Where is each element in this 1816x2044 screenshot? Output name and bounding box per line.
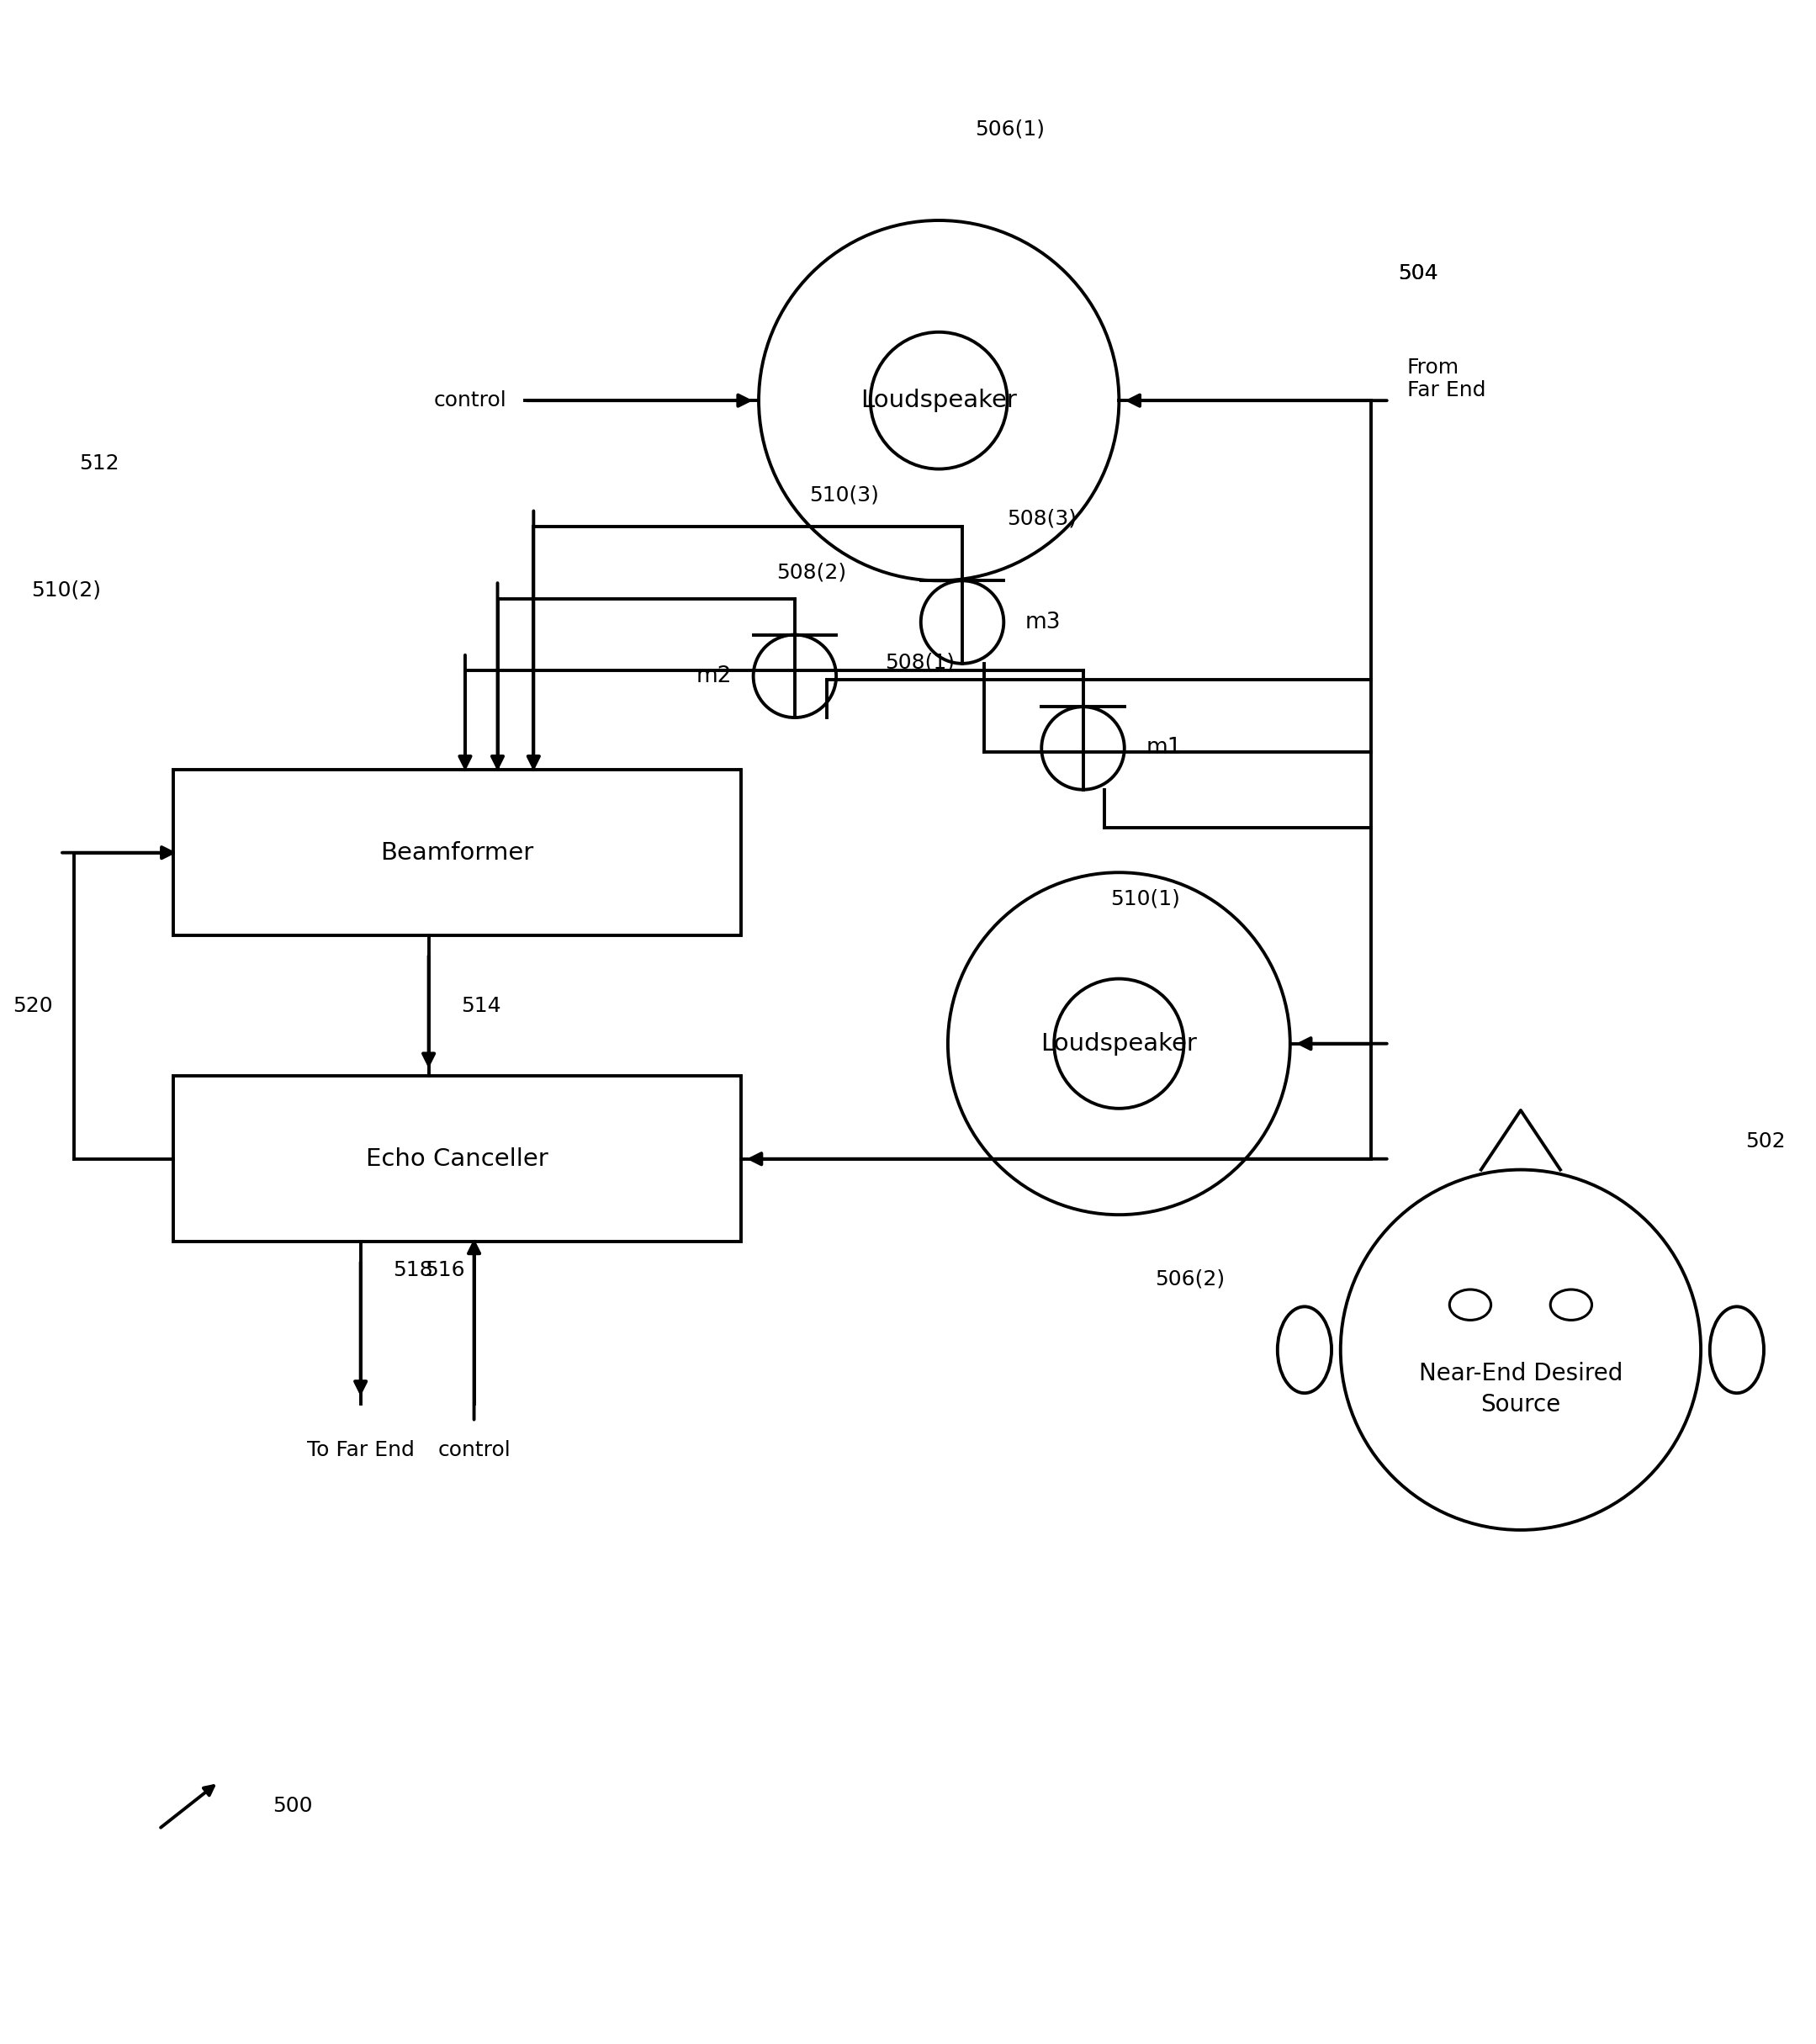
Text: 514: 514 — [461, 995, 501, 1016]
Text: Echo Canceller: Echo Canceller — [365, 1147, 548, 1171]
Text: Loudspeaker: Loudspeaker — [861, 388, 1017, 413]
Text: 504: 504 — [1398, 264, 1438, 284]
Bar — [173, 1075, 741, 1243]
Bar — [173, 771, 741, 936]
Text: Beamformer: Beamformer — [380, 840, 534, 865]
Text: To Far End: To Far End — [307, 1439, 414, 1459]
Text: m3: m3 — [1026, 611, 1061, 634]
Text: 510(1): 510(1) — [1110, 889, 1180, 910]
Text: Loudspeaker: Loudspeaker — [1041, 1032, 1197, 1055]
Text: 510(2): 510(2) — [31, 580, 102, 599]
Text: 508(1): 508(1) — [884, 652, 955, 672]
Text: m1: m1 — [1146, 738, 1182, 758]
Text: 512: 512 — [80, 454, 120, 474]
Text: Near-End Desired
Source: Near-End Desired Source — [1418, 1361, 1624, 1416]
Text: 508(3): 508(3) — [1008, 509, 1077, 529]
Text: 518: 518 — [392, 1259, 432, 1280]
Text: 504: 504 — [1398, 264, 1438, 284]
Text: 506(1): 506(1) — [975, 119, 1044, 139]
Text: control: control — [434, 390, 507, 411]
Text: 506(2): 506(2) — [1155, 1269, 1226, 1290]
Text: 508(2): 508(2) — [777, 562, 846, 583]
Text: From
Far End: From Far End — [1407, 358, 1485, 401]
Text: 516: 516 — [425, 1259, 465, 1280]
Text: 520: 520 — [13, 995, 53, 1016]
Text: 500: 500 — [272, 1795, 312, 1815]
Text: m2: m2 — [696, 664, 732, 687]
Text: 510(3): 510(3) — [810, 484, 879, 505]
Text: 502: 502 — [1745, 1132, 1785, 1151]
Text: control: control — [438, 1439, 510, 1459]
